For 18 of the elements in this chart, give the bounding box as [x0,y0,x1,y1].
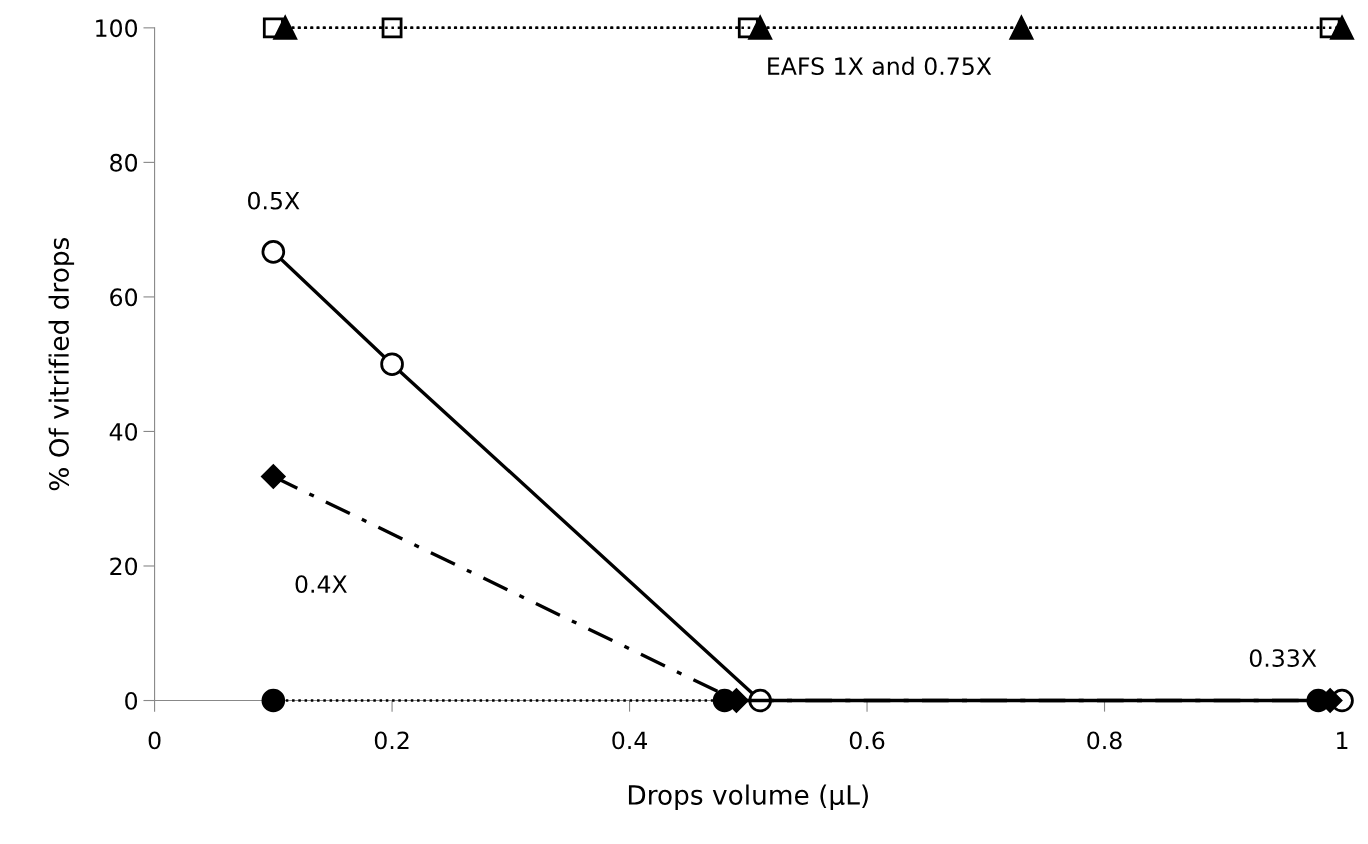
x-tick-label: 1 [1337,731,1348,750]
x-axis-title: Drops volume (µL) [628,784,868,811]
x-tick-label: 0.8 [1087,731,1122,750]
y-tick-label: 60 [110,288,138,307]
annotation: EAFS 1X and 0.75X [768,56,992,76]
y-tick-label: 20 [110,557,138,576]
x-tick-label: 0 [148,731,161,750]
x-tick-label: 0.2 [374,731,409,750]
y-axis-title: % Of vitrified drops [48,237,75,491]
y-tick-label: 40 [109,422,138,441]
y-tick-label: 80 [110,153,138,172]
y-tick-label: 100 [96,19,138,38]
x-tick-label: 0.4 [612,731,647,750]
annotation: 0.4X [295,575,347,594]
annotation: 0.33X [1249,649,1317,668]
x-tick-label: 0.6 [849,731,885,750]
annotation: 0.5X [248,191,300,210]
y-tick-label: 0 [125,691,138,710]
